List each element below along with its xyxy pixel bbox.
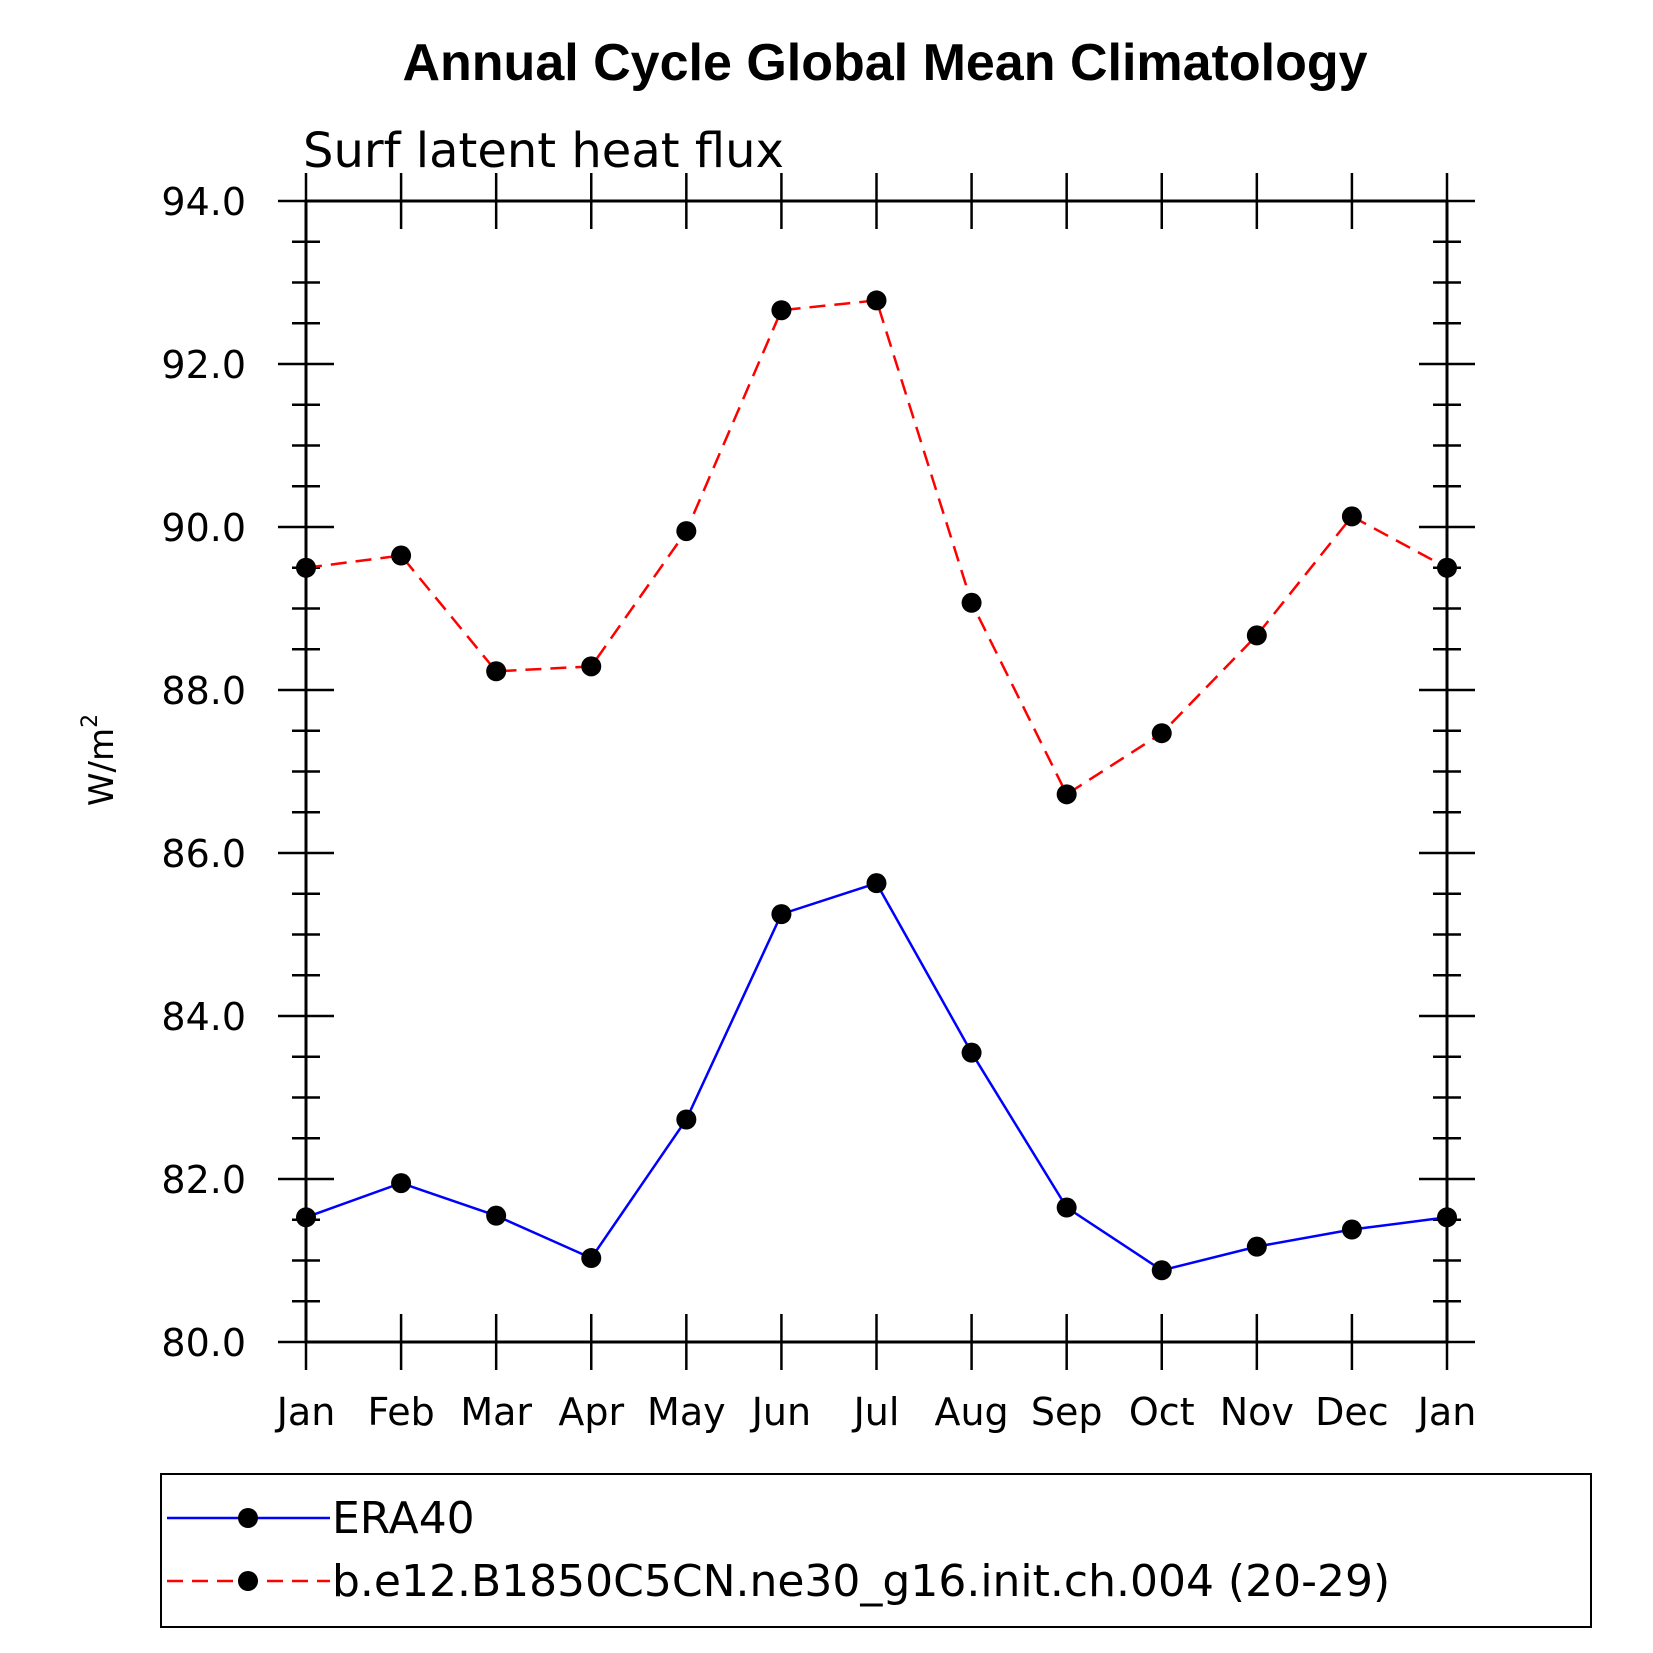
- data-point-0: [1151, 1260, 1172, 1281]
- data-point-0: [1437, 1207, 1457, 1228]
- data-point-1: [1341, 506, 1362, 527]
- data-point-1: [866, 290, 887, 311]
- y-tick-label: 88.0: [161, 669, 246, 713]
- y-tick-label: 82.0: [161, 1158, 246, 1202]
- y-tick-label: 90.0: [161, 506, 246, 550]
- x-tick-label: Apr: [558, 1390, 624, 1434]
- chart-title: Annual Cycle Global Mean Climatology: [402, 34, 1367, 92]
- legend-label-era40: ERA40: [332, 1493, 475, 1544]
- x-tick-label: Nov: [1220, 1390, 1294, 1434]
- data-point-0: [581, 1248, 602, 1269]
- x-tick-label: Jan: [1416, 1390, 1477, 1434]
- x-tick-label: Sep: [1031, 1390, 1103, 1434]
- svg-text:W/m2: W/m2: [78, 714, 122, 806]
- data-point-1: [1437, 557, 1457, 578]
- data-point-1: [771, 300, 792, 321]
- data-point-1: [1246, 625, 1267, 646]
- data-point-1: [391, 545, 412, 566]
- legend-marker-model: [238, 1571, 258, 1591]
- x-tick-label: Jul: [852, 1390, 900, 1434]
- y-axis-label: W/m2: [78, 714, 122, 806]
- x-tick-label: Jun: [750, 1390, 811, 1434]
- data-point-0: [391, 1173, 412, 1194]
- legend-marker-era40: [238, 1508, 258, 1528]
- data-point-0: [486, 1205, 507, 1226]
- data-point-0: [866, 873, 887, 894]
- y-tick-label: 92.0: [161, 343, 246, 387]
- x-tick-label: Oct: [1129, 1390, 1195, 1434]
- series-layer: [296, 290, 1457, 1281]
- data-point-0: [771, 904, 792, 925]
- x-tick-label: Feb: [367, 1390, 434, 1434]
- data-point-0: [1056, 1197, 1077, 1218]
- axis-ticks: [278, 173, 1475, 1370]
- legend: ERA40 b.e12.B1850C5CN.ne30_g16.init.ch.0…: [160, 1473, 1592, 1628]
- data-point-1: [486, 661, 507, 682]
- data-point-0: [296, 1207, 316, 1228]
- x-tick-label: Dec: [1315, 1390, 1389, 1434]
- x-tick-label: Jan: [275, 1390, 336, 1434]
- data-point-0: [961, 1042, 982, 1063]
- x-tick-label: Mar: [460, 1390, 532, 1434]
- data-point-1: [1056, 784, 1077, 805]
- data-point-1: [1151, 723, 1172, 744]
- legend-box: [160, 1473, 1592, 1628]
- x-tick-labels: Jan Feb Mar Apr May Jun Jul Aug Sep Oct Nov Dec Jan: [275, 1390, 1477, 1434]
- data-point-1: [961, 592, 982, 613]
- y-axis-label-superscript: 2: [78, 714, 103, 728]
- x-tick-label: Aug: [934, 1390, 1008, 1434]
- series-line-0: [305, 881, 1448, 1272]
- data-point-1: [581, 656, 602, 677]
- data-point-0: [1246, 1236, 1267, 1257]
- legend-label-model: b.e12.B1850C5CN.ne30_g16.init.ch.004 (20…: [332, 1556, 1390, 1607]
- y-tick-label: 94.0: [161, 180, 246, 224]
- y-axis-label-base: W/m: [82, 728, 122, 806]
- y-tick-label: 80.0: [161, 1321, 246, 1365]
- chart-subtitle: Surf latent heat flux: [303, 123, 784, 179]
- y-tick-label: 86.0: [161, 832, 246, 876]
- data-point-1: [676, 521, 697, 542]
- y-tick-label: 84.0: [161, 995, 246, 1039]
- x-tick-label: May: [647, 1390, 726, 1434]
- data-point-0: [1341, 1219, 1362, 1240]
- y-tick-labels: 80.0 82.0 84.0 86.0 88.0 90.0 92.0 94.0: [161, 180, 246, 1365]
- plot-frame: [304, 199, 1449, 1344]
- data-point-1: [296, 557, 316, 578]
- data-point-0: [676, 1109, 697, 1130]
- series-line-1: [305, 299, 1448, 797]
